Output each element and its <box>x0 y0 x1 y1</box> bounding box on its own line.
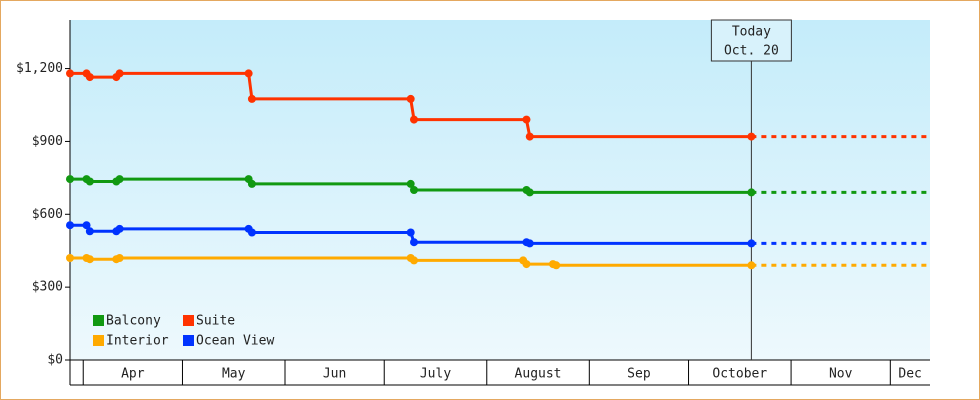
price-point <box>410 256 418 265</box>
price-point <box>522 260 531 269</box>
price-point <box>85 177 94 186</box>
x-tick-label: July <box>420 367 451 382</box>
price-point <box>244 69 253 78</box>
price-point <box>247 179 256 188</box>
price-point <box>85 255 94 264</box>
y-tick-label: $600 <box>32 207 63 222</box>
y-tick-label: $300 <box>32 280 63 295</box>
price-point <box>747 261 756 270</box>
price-point <box>525 132 534 141</box>
price-point <box>115 254 124 262</box>
x-tick-label: August <box>515 367 562 382</box>
y-tick-label: $0 <box>47 353 63 368</box>
price-point <box>66 69 74 78</box>
legend-swatch <box>93 315 104 326</box>
price-point <box>747 188 756 197</box>
price-point <box>85 73 94 82</box>
today-label: Today <box>732 25 771 40</box>
price-point <box>115 175 124 184</box>
price-point <box>410 186 418 194</box>
price-point <box>747 132 756 141</box>
legend-label: Ocean View <box>196 334 274 349</box>
price-point <box>115 69 124 78</box>
x-tick-label: May <box>222 367 246 382</box>
x-tick-label: Apr <box>121 367 145 382</box>
legend-swatch <box>93 335 104 346</box>
price-point <box>410 115 418 124</box>
legend-label: Interior <box>106 334 169 349</box>
y-tick-label: $1,200 <box>16 61 63 76</box>
price-point <box>406 94 415 103</box>
price-point <box>747 239 756 248</box>
legend-swatch <box>183 335 194 346</box>
x-tick-label: Dec <box>898 367 921 382</box>
price-point <box>406 179 415 188</box>
legend-label: Suite <box>196 314 235 329</box>
price-point <box>525 239 534 248</box>
today-box <box>710 19 792 62</box>
x-tick-label: Sep <box>627 367 651 382</box>
price-point <box>247 228 256 237</box>
price-point <box>552 261 561 270</box>
legend-label: Balcony <box>106 314 161 329</box>
legend-swatch <box>183 315 194 326</box>
y-tick-label: $900 <box>32 134 63 149</box>
price-point <box>66 221 74 230</box>
x-tick-label: Jun <box>323 367 346 382</box>
price-point <box>85 227 94 236</box>
x-tick-label: October <box>712 367 767 382</box>
price-point <box>66 254 74 262</box>
price-point <box>522 115 531 124</box>
price-point <box>66 175 74 184</box>
price-point <box>410 238 418 247</box>
price-point <box>525 188 534 197</box>
price-point <box>115 224 124 233</box>
price-point <box>247 94 256 103</box>
price-point <box>406 228 415 237</box>
price-point <box>82 221 91 230</box>
x-tick-label: Nov <box>829 367 853 382</box>
today-label: Oct. 20 <box>724 44 779 59</box>
